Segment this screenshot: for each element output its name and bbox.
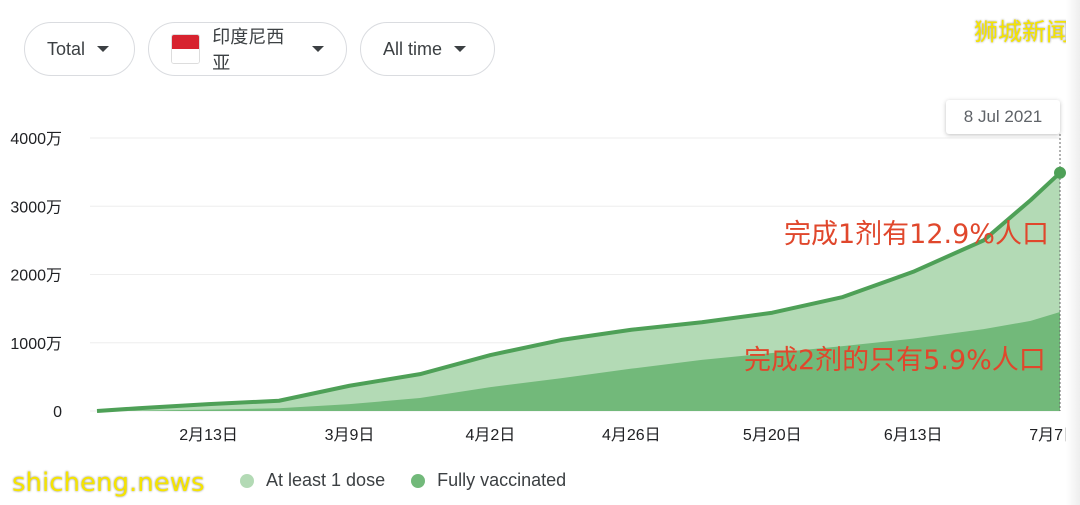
watermark-text: shicheng.news <box>12 468 205 498</box>
x-tick-label: 6月13日 <box>884 427 943 444</box>
x-tick-label: 3月9日 <box>325 427 375 444</box>
country-label: 印度尼西亚 <box>212 27 285 73</box>
y-tick-label: 4000万 <box>10 131 62 148</box>
x-tick-label: 5月20日 <box>743 427 802 444</box>
vaccination-chart: 0 1000万 2000万 3000万 4000万 2月13日 3月9日 4月2日 4月26日 5… <box>10 131 1079 444</box>
chevron-down-icon <box>454 46 467 52</box>
x-tick-label: 2月13日 <box>179 427 238 444</box>
annotation-one-dose: 完成1剂有12.9%人口 <box>784 219 1049 250</box>
legend-label: At least 1 dose <box>266 470 386 490</box>
date-tooltip: 8 Jul 2021 <box>946 100 1060 134</box>
y-tick-label: 1000万 <box>10 336 62 353</box>
annotation-two-dose: 完成2剂的只有5.9%人口 <box>744 345 1046 376</box>
y-tick-label: 2000万 <box>10 268 62 285</box>
range-label: All time <box>383 38 443 59</box>
x-tick-label: 4月2日 <box>466 427 516 444</box>
legend: At least 1 dose Fully vaccinated <box>240 470 566 491</box>
indonesia-flag-icon <box>171 34 201 64</box>
metric-label: Total <box>47 38 86 59</box>
line-at-least-one-dose <box>96 171 1062 413</box>
edge-shade <box>1066 0 1080 505</box>
y-tick-label: 3000万 <box>10 199 62 216</box>
chevron-down-icon <box>312 46 324 52</box>
legend-item-at-least-one[interactable]: At least 1 dose <box>240 470 385 491</box>
legend-item-fully[interactable]: Fully vaccinated <box>411 470 566 491</box>
watermark-logo: 狮城新闻 <box>974 18 1070 46</box>
y-tick-label: 0 <box>53 404 62 421</box>
area-fully-vaccinated <box>97 312 1060 411</box>
legend-label: Fully vaccinated <box>437 470 567 490</box>
chevron-down-icon <box>97 46 110 52</box>
legend-dot <box>240 473 254 488</box>
x-tick-label: 4月26日 <box>602 427 661 444</box>
metric-dropdown[interactable]: Total <box>24 22 135 76</box>
country-dropdown[interactable]: 印度尼西亚 <box>148 22 347 76</box>
legend-dot <box>411 473 426 488</box>
range-dropdown[interactable]: All time <box>360 22 495 76</box>
hover-point <box>1054 166 1066 179</box>
